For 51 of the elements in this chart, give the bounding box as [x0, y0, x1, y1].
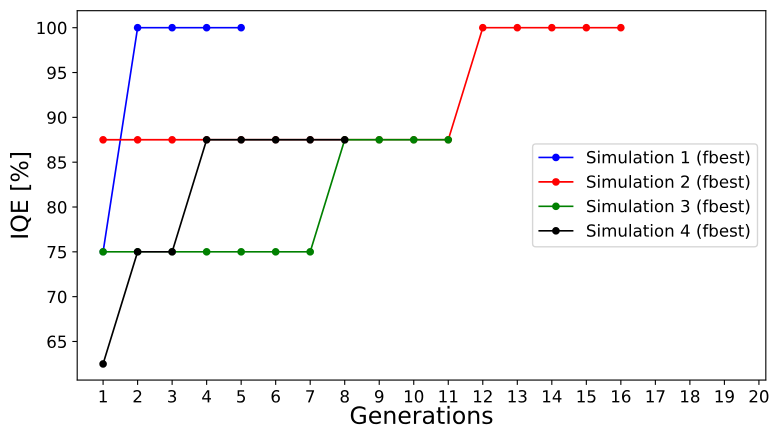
x-tick-label: 12 — [474, 390, 492, 402]
y-tick-label: 65 — [47, 335, 66, 348]
x-tick-label: 5 — [237, 390, 246, 403]
point — [99, 360, 107, 368]
x-tick-label: 4 — [202, 390, 212, 402]
x-tick-label: 1 — [100, 390, 107, 402]
y-axis-title: IQE [%] — [10, 152, 32, 238]
x-tick-label: 18 — [681, 390, 700, 403]
x-tick-label: 7 — [306, 390, 314, 402]
x-tick-label: 10 — [404, 390, 424, 403]
legend-label: Simulation 2 (fbest) — [587, 175, 750, 190]
point — [306, 248, 314, 256]
point — [478, 24, 487, 32]
legend-label: Simulation 3 (fbest) — [587, 200, 750, 214]
x-tick-label: 6 — [272, 390, 280, 403]
x-tick-label: 15 — [578, 390, 596, 403]
point — [168, 136, 176, 144]
y-tick-label: 95 — [47, 66, 66, 80]
y-tick-label: 90 — [47, 111, 66, 124]
x-tick-label: 3 — [168, 390, 176, 403]
x-tick-label: 20 — [750, 390, 768, 403]
point — [237, 248, 245, 256]
point — [202, 24, 210, 32]
x-tick-label: 17 — [646, 390, 665, 402]
legend-label: Simulation 4 (fbest) — [587, 224, 750, 239]
point — [272, 248, 280, 256]
x-tick-label: 16 — [612, 390, 630, 403]
point — [548, 24, 556, 32]
x-axis-title: Generations — [350, 406, 492, 424]
point — [99, 136, 107, 144]
point — [168, 24, 176, 32]
y-tick-label: 85 — [47, 156, 66, 169]
point — [582, 24, 590, 32]
x-tick-label: 13 — [508, 390, 527, 403]
y-tick-label: 80 — [47, 200, 66, 214]
x-tick-label: 19 — [716, 390, 734, 403]
x-tick-label: 11 — [439, 390, 458, 402]
legend-label: Simulation 1 (fbest) — [587, 150, 750, 166]
y-tick-label: 100 — [37, 22, 66, 34]
point — [617, 24, 625, 32]
y-tick-label: 70 — [48, 290, 66, 304]
point — [202, 248, 210, 256]
y-tick-label: 75 — [48, 246, 66, 258]
point — [237, 24, 245, 32]
point — [134, 24, 142, 32]
x-tick-label: 14 — [543, 390, 562, 402]
point — [134, 136, 142, 144]
point — [513, 24, 522, 32]
x-tick-label: 9 — [374, 390, 384, 403]
x-tick-label: 2 — [134, 390, 142, 402]
x-tick-label: 8 — [340, 390, 349, 403]
